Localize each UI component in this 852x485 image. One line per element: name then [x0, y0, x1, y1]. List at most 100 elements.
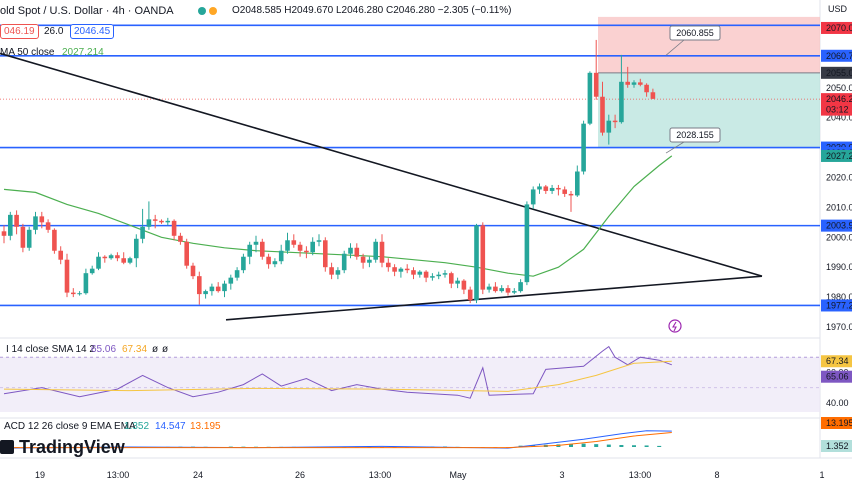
candle-body-56 — [354, 247, 360, 257]
candle-body-76 — [480, 225, 486, 290]
candle-body-97 — [612, 120, 618, 123]
candle-body-30 — [190, 265, 196, 277]
rsi-badge-bg-1 — [821, 370, 852, 383]
candle-body-86 — [543, 186, 549, 191]
candle-body-26 — [165, 220, 171, 223]
time-tick-9: 1 — [819, 470, 824, 480]
candle-body-80 — [505, 288, 511, 293]
rsi-badge-bg-0 — [821, 355, 852, 368]
candle-body-41 — [260, 241, 265, 257]
candle-body-46 — [291, 240, 297, 245]
price-badge-bg-3 — [821, 93, 852, 106]
candle-body-90 — [568, 193, 574, 196]
macd-hist-50 — [644, 445, 649, 447]
tradingview-logo-text: TradingView — [19, 437, 125, 457]
macd-badge-bg-1 — [821, 440, 852, 452]
candle-body-1 — [8, 214, 13, 236]
macd-hist-19 — [254, 446, 258, 448]
candle-body-50 — [316, 240, 322, 242]
candle-body-45 — [285, 240, 290, 251]
macd-legend-v2: 14.547 — [155, 421, 186, 432]
ohlc-readout: O2048.585 H2049.670 L2046.280 C2046.280 … — [232, 5, 512, 16]
macd-badge-bg-0 — [821, 417, 852, 429]
candle-body-39 — [247, 244, 252, 257]
candle-body-31 — [197, 276, 202, 295]
candle-body-8 — [52, 229, 57, 251]
candle-body-19 — [121, 258, 126, 263]
candle-body-2 — [14, 214, 19, 227]
candle-body-64 — [404, 268, 410, 271]
candle-body-20 — [127, 258, 133, 263]
candle-body-61 — [386, 262, 391, 268]
candle-body-71 — [449, 273, 454, 284]
price-tick-9: 1980.0 — [826, 292, 852, 302]
candle-body-83 — [524, 204, 530, 283]
macd-hist-17 — [228, 446, 233, 448]
price-badge-bg-7 — [821, 149, 852, 162]
candle-body-27 — [171, 220, 177, 236]
macd-hist-47 — [606, 444, 611, 447]
candle-body-53 — [335, 270, 341, 275]
candle-body-94 — [593, 72, 599, 97]
candle-body-99 — [625, 81, 630, 85]
time-tick-5: May — [449, 470, 467, 480]
time-tick-7: 13:00 — [629, 470, 652, 480]
macd-hist-45 — [581, 443, 586, 447]
candle-body-98 — [619, 81, 624, 123]
macd-legend-label[interactable]: ACD 12 26 close 9 EMA EMA — [4, 421, 136, 432]
candle-body-5 — [33, 216, 38, 230]
candle-body-77 — [486, 286, 492, 290]
rsi-legend-label[interactable]: I 14 close SMA 14 2 — [6, 344, 95, 355]
price-badge-1: 2060.7 — [826, 51, 852, 61]
price-tick-3: 2040.0 — [826, 113, 852, 123]
candle-body-88 — [556, 187, 561, 190]
candle-body-73 — [461, 280, 467, 290]
price-tick-8: 1990.0 — [826, 262, 852, 272]
price-badge-8: 2003.9 — [826, 221, 852, 231]
time-tick-3: 26 — [295, 470, 305, 480]
macd-hist-51 — [657, 445, 662, 447]
rsi-band — [0, 357, 820, 412]
candle-body-58 — [367, 259, 372, 263]
event-flash-glyph — [672, 321, 677, 332]
macd-hist-44 — [569, 443, 573, 447]
candle-body-15 — [96, 256, 101, 269]
symbol-title[interactable]: old Spot / U.S. Dollar · 4h · OANDA — [0, 5, 174, 17]
price-badge-bg-2 — [821, 66, 852, 79]
candle-body-95 — [600, 96, 605, 133]
price-tick-10: 1970.0 — [826, 322, 852, 332]
candle-body-10 — [64, 259, 70, 293]
time-tick-0: 19 — [35, 470, 45, 480]
price-badge-bg-4 — [821, 103, 852, 116]
macd-hist-8 — [115, 446, 120, 447]
candle-body-17 — [108, 255, 114, 259]
candle-body-16 — [102, 256, 108, 259]
macd-legend-v3: 13.195 — [190, 421, 221, 432]
macd-hist-49 — [632, 445, 636, 447]
candle-body-7 — [45, 222, 51, 230]
time-tick-6: 3 — [559, 470, 564, 480]
candle-body-0 — [1, 231, 7, 236]
ma-legend-label[interactable]: MA 50 close — [0, 47, 55, 58]
candle-body-52 — [329, 267, 334, 275]
rsi-legend-v3: ø — [152, 344, 159, 355]
time-tick-4: 13:00 — [369, 470, 392, 480]
price-tick-6: 2010.0 — [826, 202, 852, 212]
macd-hist-18 — [241, 446, 246, 448]
candle-body-102 — [644, 84, 649, 93]
bid-box[interactable]: 046.19 — [0, 24, 39, 39]
candle-body-100 — [631, 82, 637, 85]
candle-body-6 — [39, 216, 45, 223]
candle-body-89 — [562, 189, 567, 194]
macd-hist-34 — [443, 446, 447, 448]
candle-body-92 — [581, 123, 586, 172]
candle-body-47 — [297, 244, 303, 251]
candle-body-75 — [474, 225, 479, 301]
candle-body-35 — [222, 283, 227, 292]
candle-body-33 — [209, 286, 215, 292]
currency-label[interactable]: USD — [828, 4, 848, 14]
macd-badge-0: 13.195 — [826, 418, 852, 428]
annotation-pointer-1 — [665, 141, 685, 154]
ask-box[interactable]: 2046.45 — [70, 24, 115, 39]
